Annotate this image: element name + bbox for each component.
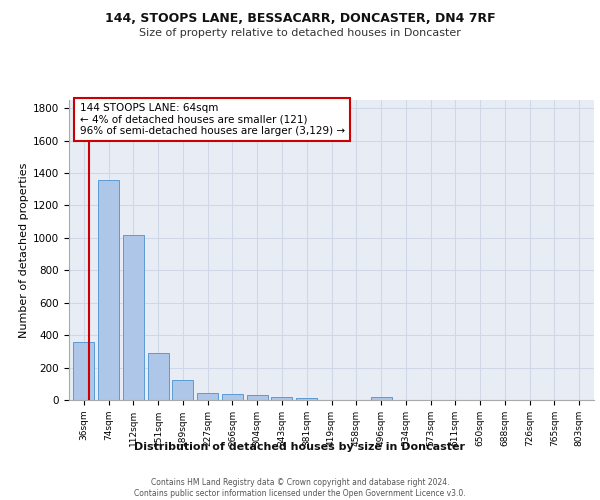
Bar: [222, 394, 243, 400]
Text: Distribution of detached houses by size in Doncaster: Distribution of detached houses by size …: [134, 442, 466, 452]
Bar: [197, 393, 218, 400]
Bar: [296, 398, 317, 400]
Text: Contains HM Land Registry data © Crown copyright and database right 2024.
Contai: Contains HM Land Registry data © Crown c…: [134, 478, 466, 498]
Y-axis label: Number of detached properties: Number of detached properties: [19, 162, 29, 338]
Bar: [98, 180, 119, 400]
Bar: [123, 234, 144, 400]
Bar: [247, 396, 268, 400]
Text: 144 STOOPS LANE: 64sqm
← 4% of detached houses are smaller (121)
96% of semi-det: 144 STOOPS LANE: 64sqm ← 4% of detached …: [79, 103, 344, 136]
Bar: [148, 353, 169, 400]
Bar: [371, 397, 392, 400]
Bar: [73, 342, 94, 400]
Bar: [172, 380, 193, 400]
Text: Size of property relative to detached houses in Doncaster: Size of property relative to detached ho…: [139, 28, 461, 38]
Text: 144, STOOPS LANE, BESSACARR, DONCASTER, DN4 7RF: 144, STOOPS LANE, BESSACARR, DONCASTER, …: [104, 12, 496, 26]
Bar: [271, 397, 292, 400]
